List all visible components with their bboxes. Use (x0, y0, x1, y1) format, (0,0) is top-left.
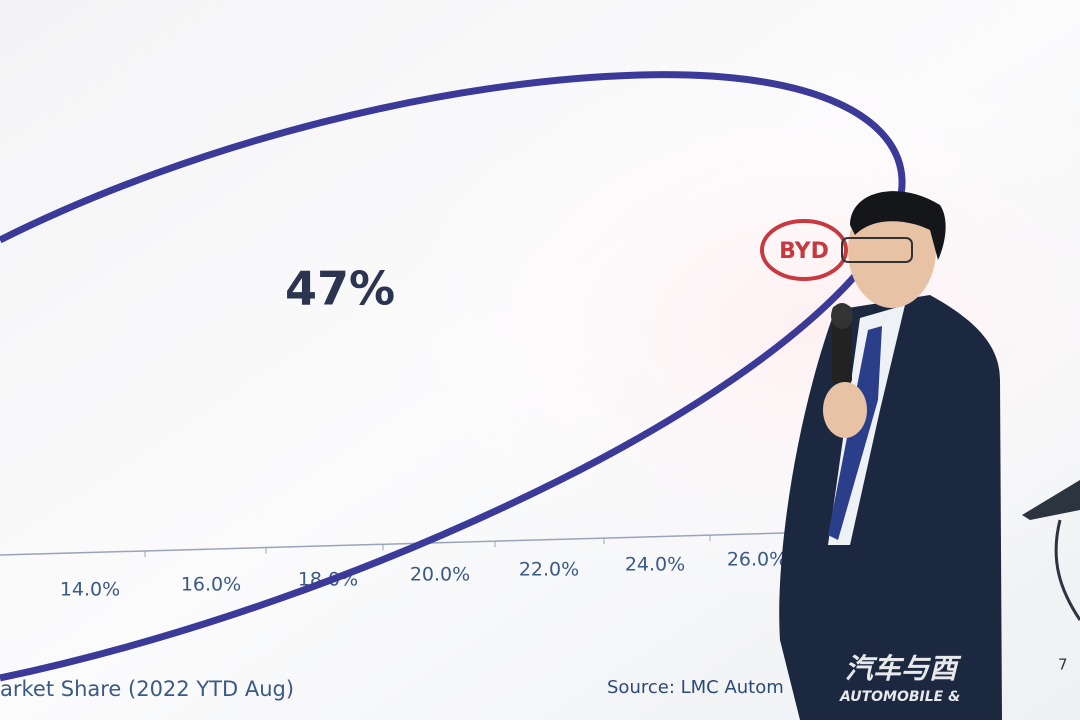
axis-label: 22.0% (519, 559, 579, 581)
axis-label: 26.0% (727, 549, 787, 571)
speaker (779, 191, 1002, 720)
highlight-value: 47% (285, 262, 395, 316)
lectern (1022, 480, 1080, 520)
watermark-subtitle: AUTOMOBILE & (839, 689, 960, 705)
source: Source: LMC Autom (607, 677, 784, 698)
watermark-title: 汽车与酉 (845, 652, 962, 685)
page-number: 7 (1058, 656, 1068, 674)
axis-label: 24.0% (625, 554, 685, 576)
highlight-ellipse (0, 71, 906, 682)
logo: BYD (779, 239, 829, 264)
axis-title: arket Share (2022 YTD Aug) (0, 677, 294, 701)
axis-label: 20.0% (410, 564, 470, 586)
axis-label: 14.0% (60, 579, 120, 601)
axis-label: 16.0% (181, 574, 241, 596)
lectern-cable (1054, 519, 1080, 621)
logo-ring (760, 219, 848, 281)
